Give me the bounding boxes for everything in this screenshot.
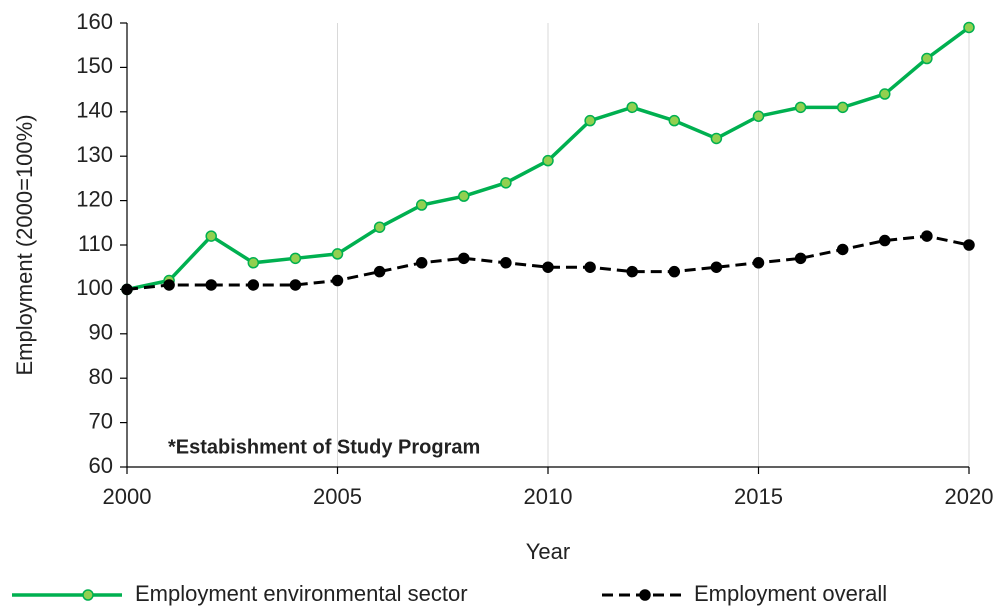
data-point (542, 154, 554, 167)
series-line (126, 234, 970, 291)
x-tick-label: 2010 (524, 484, 573, 509)
data-point (921, 52, 933, 65)
data-point (668, 265, 681, 278)
data-point (752, 257, 765, 269)
y-tick-label: 120 (76, 186, 113, 211)
data-point (836, 243, 849, 256)
data-point (331, 248, 344, 260)
y-tick-label: 130 (76, 142, 113, 167)
data-point (163, 279, 175, 291)
data-point (373, 221, 386, 233)
data-point (500, 257, 512, 269)
data-point (752, 110, 765, 122)
data-point (710, 132, 723, 145)
data-point (584, 261, 596, 273)
data-point (289, 252, 302, 265)
y-tick-label: 90 (89, 320, 113, 345)
y-tick-label: 100 (76, 275, 113, 300)
y-tick-label: 60 (89, 453, 113, 478)
data-point (331, 274, 344, 287)
x-tick-label: 2020 (945, 484, 994, 509)
y-tick-label: 160 (76, 9, 113, 34)
y-tick-label: 70 (89, 408, 113, 433)
data-point (205, 279, 217, 291)
legend-marker (639, 589, 651, 601)
data-point (710, 261, 723, 273)
data-point (963, 239, 975, 251)
y-tick-label: 110 (78, 231, 113, 256)
data-point (247, 279, 260, 291)
data-point (879, 234, 891, 247)
y-tick-label: 80 (89, 364, 113, 389)
x-axis-label: Year (526, 539, 570, 564)
y-tick-label: 150 (76, 53, 113, 78)
legend-label: Employment environmental sector (135, 581, 468, 606)
data-point (415, 199, 428, 211)
data-point (205, 230, 217, 242)
data-point (542, 261, 554, 273)
data-point (921, 230, 933, 242)
data-point (458, 190, 470, 202)
data-point (626, 265, 638, 278)
data-point (415, 257, 428, 269)
x-tick-label: 2015 (734, 484, 783, 509)
x-tick-label: 2000 (103, 484, 152, 509)
annotation: *Estabishment of Study Program (168, 436, 480, 458)
data-point (794, 101, 807, 114)
data-point (836, 101, 849, 114)
data-point (373, 265, 386, 278)
y-tick-label: 140 (76, 98, 113, 123)
data-point (626, 101, 638, 114)
y-axis-label: Employment (2000=100%) (12, 114, 37, 375)
data-point (668, 114, 681, 127)
data-point (584, 114, 596, 127)
data-point (121, 283, 133, 296)
data-point (794, 252, 807, 265)
legend-marker (82, 589, 94, 601)
data-point (500, 177, 512, 189)
x-tick-label: 2005 (313, 484, 362, 509)
data-point (879, 88, 891, 100)
data-point (289, 279, 302, 291)
data-point (247, 257, 260, 269)
data-point (963, 21, 975, 34)
data-point (458, 252, 470, 265)
legend-label: Employment overall (694, 581, 887, 606)
